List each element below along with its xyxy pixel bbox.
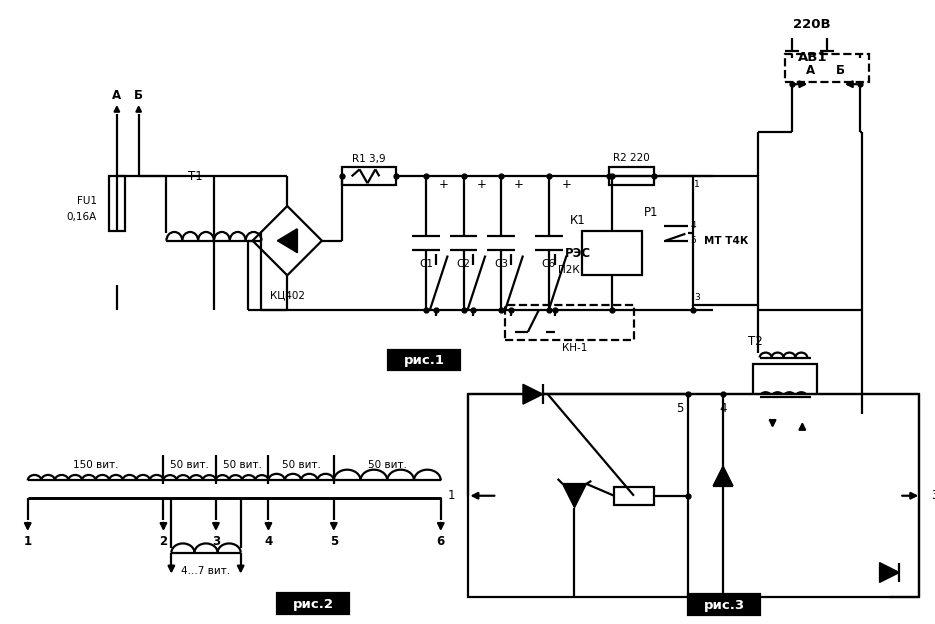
Text: FU1: FU1 [77,196,97,206]
Text: КЦ402: КЦ402 [269,290,305,300]
Text: 5: 5 [690,236,697,245]
Text: +: + [477,178,486,191]
Text: C3: C3 [495,259,509,269]
Bar [388,349,460,371]
Text: А: А [112,89,122,102]
Bar [341,167,396,185]
Bar [468,394,919,597]
Text: 5: 5 [330,535,338,548]
Text: 6: 6 [437,535,445,548]
Bar [614,487,654,505]
Text: КН-1: КН-1 [562,343,587,353]
Polygon shape [563,484,586,507]
Text: РЭС: РЭС [565,246,591,260]
Text: 50 вит.: 50 вит. [223,459,262,469]
Text: 5: 5 [676,402,683,414]
Polygon shape [713,466,733,486]
Bar [583,231,641,275]
Text: 4: 4 [691,222,697,230]
Text: Б: Б [836,64,844,77]
Bar [278,593,349,614]
Text: 3: 3 [212,535,220,548]
Polygon shape [880,563,899,582]
Text: 1: 1 [695,180,700,188]
Text: МТ Т4К: МТ Т4К [704,236,748,246]
Text: АВ1: АВ1 [798,51,827,64]
Text: 1: 1 [448,489,455,502]
Text: К1: К1 [569,215,585,227]
Text: Р1: Р1 [644,207,658,220]
Text: C6: C6 [541,259,555,269]
Text: 2: 2 [159,535,167,548]
Text: +: + [514,178,524,191]
Text: 4: 4 [265,535,272,548]
Text: R1 3,9: R1 3,9 [352,155,386,165]
Text: рис.1: рис.1 [403,354,444,367]
Text: C1: C1 [419,259,433,269]
Text: T1: T1 [188,170,203,183]
Text: 4...7 вит.: 4...7 вит. [181,565,231,575]
Text: 3: 3 [931,489,935,502]
Text: 220В: 220В [794,18,831,31]
Bar [688,594,760,615]
Bar [109,177,124,231]
Text: T2: T2 [748,335,763,348]
Text: 50 вит.: 50 вит. [281,459,321,469]
Text: 3: 3 [695,293,700,301]
Text: рис.2: рис.2 [293,598,334,611]
Polygon shape [278,229,297,253]
Bar [610,167,654,185]
Bar [785,54,869,82]
Text: 150 вит.: 150 вит. [73,459,119,469]
Text: А: А [806,64,814,77]
Bar [694,177,757,305]
Text: Б: Б [134,89,143,102]
Text: +: + [562,178,571,191]
Polygon shape [523,384,543,404]
Text: 1: 1 [23,535,32,548]
Text: рис.3: рис.3 [703,598,744,612]
Bar [505,305,634,339]
Text: 4: 4 [719,402,726,414]
Text: R2 220: R2 220 [613,154,650,163]
Text: +: + [439,178,449,191]
Bar [753,364,817,414]
Text: 50 вит.: 50 вит. [170,459,209,469]
Text: П2К: П2К [558,265,580,275]
Text: 50 вит.: 50 вит. [367,459,407,469]
Text: C2: C2 [456,259,470,269]
Text: 0,16А: 0,16А [66,212,97,222]
